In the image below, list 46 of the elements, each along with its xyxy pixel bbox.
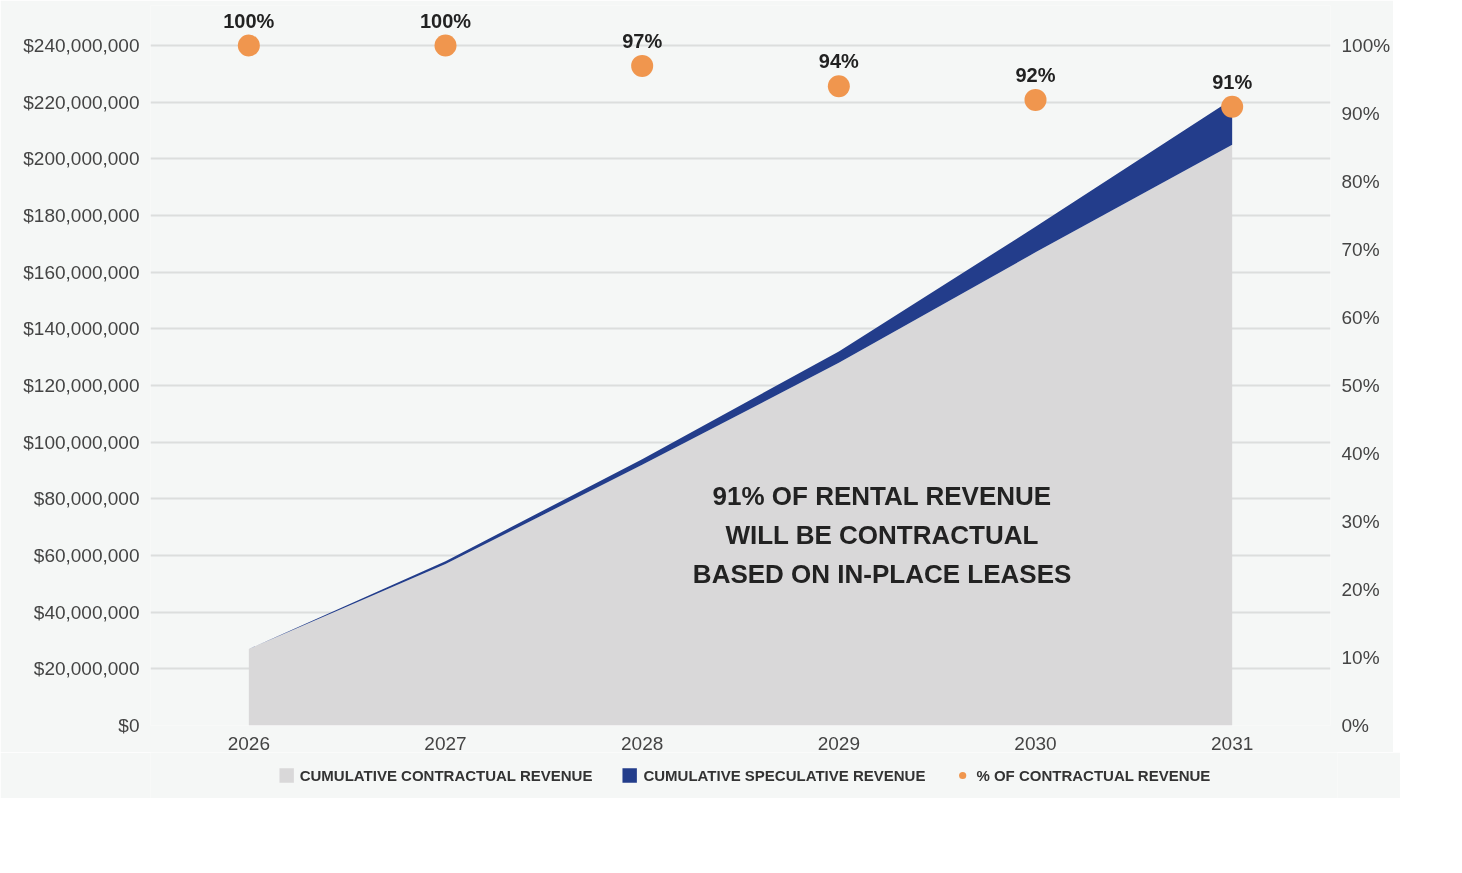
y-tick-label: $100,000,000 — [23, 431, 140, 453]
y-tick-label: $0 — [118, 715, 140, 736]
y-tick-label: $120,000,000 — [23, 375, 140, 396]
x-tick-label: 2031 — [1211, 732, 1254, 754]
point — [827, 75, 850, 98]
legend-label: CUMULATIVE SPECULATIVE REVENUE — [643, 766, 926, 784]
x-tick-label: 2027 — [424, 732, 467, 754]
point — [434, 34, 457, 57]
data-label: 100% — [419, 9, 472, 32]
x-tick-label: 2026 — [227, 732, 270, 754]
point — [1024, 88, 1047, 111]
y2-tick-label: 40% — [1341, 443, 1380, 464]
x-tick-label: 2028 — [621, 732, 664, 754]
data-label: 97% — [622, 29, 663, 52]
y2-tick-label: 30% — [1341, 511, 1380, 532]
point — [237, 34, 260, 57]
y2-tick-label: 0% — [1341, 715, 1370, 736]
x-tick-label: 2030 — [1014, 732, 1057, 754]
y2-tick-label: 20% — [1341, 579, 1380, 600]
y2-tick-label: 90% — [1341, 103, 1380, 124]
y2-tick-label: 60% — [1341, 307, 1380, 328]
y2-tick-label: 100% — [1341, 35, 1391, 56]
y-tick-label: $80,000,000 — [33, 488, 140, 510]
y-tick-label: $40,000,000 — [33, 601, 140, 623]
y-tick-label: $240,000,000 — [23, 35, 140, 56]
legend-label: % OF CONTRACTUAL REVENUE — [976, 766, 1211, 784]
legend-label: CUMULATIVE CONTRACTUAL REVENUE — [299, 766, 593, 784]
y-tick-label: $20,000,000 — [33, 658, 140, 680]
y-tick-label: $200,000,000 — [23, 148, 140, 170]
data-label: 91% — [1212, 70, 1253, 93]
point — [1221, 95, 1244, 118]
point — [631, 54, 654, 77]
y-tick-label: $160,000,000 — [23, 261, 140, 283]
annotation: 91% OF RENTAL REVENUE WILL BE CONTRACTUAL BASED ON IN-PLACE LEASES — [692, 481, 1072, 590]
y-tick-label: $60,000,000 — [33, 545, 140, 566]
y-tick-label: $140,000,000 — [23, 318, 140, 340]
x-tick-label: 2029 — [817, 732, 860, 754]
y2-tick-label: 50% — [1341, 375, 1380, 396]
y-tick-label: $220,000,000 — [23, 91, 140, 113]
y-tick-label: $180,000,000 — [23, 205, 140, 226]
y2-tick-label: 70% — [1341, 239, 1380, 260]
data-label: 94% — [818, 50, 860, 73]
y2-tick-label: 80% — [1341, 171, 1380, 192]
y2-tick-label: 10% — [1341, 647, 1380, 668]
data-label: 92% — [1015, 63, 1056, 86]
data-label: 100% — [223, 9, 275, 32]
